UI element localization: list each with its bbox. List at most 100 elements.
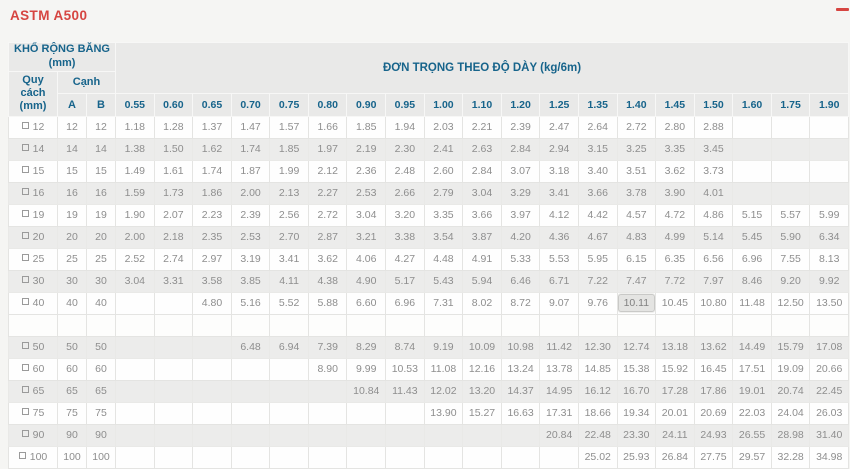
weight-cell: 1.94 <box>385 115 425 139</box>
weight-cell <box>269 423 309 447</box>
weight-cell: 4.80 <box>192 291 232 315</box>
edge-b-value: 25 <box>85 247 117 271</box>
empty-cell <box>732 313 772 337</box>
weight-cell: 1.74 <box>192 159 232 183</box>
weight-cell <box>115 291 155 315</box>
weight-cell <box>153 291 194 315</box>
table-row: 20 20 20 2.00 2.18 2.35 2.53 2.70 2.87 3.21 3.38 3.… <box>8 225 849 249</box>
weight-cell: 2.39 <box>500 115 541 139</box>
weight-cell <box>192 445 232 469</box>
weight-cell: 26.55 <box>732 423 772 447</box>
weight-cell: 2.12 <box>307 159 348 183</box>
thickness-col-header: 1.75 <box>770 92 811 117</box>
weight-cell <box>153 379 194 403</box>
row-label: 12 <box>8 115 58 139</box>
weight-cell: 1.28 <box>153 115 194 139</box>
edge-b-value: 90 <box>85 423 117 447</box>
weight-cell: 2.52 <box>115 247 155 271</box>
weight-cell[interactable]: 10.11 <box>616 291 657 315</box>
weight-cell: 2.70 <box>269 225 309 249</box>
highlighted-cell[interactable]: 10.11 <box>618 294 655 312</box>
weight-cell: 8.74 <box>385 335 425 359</box>
weight-cell: 3.41 <box>269 247 309 271</box>
weight-cell: 3.97 <box>500 203 541 227</box>
weight-cell: 11.48 <box>732 291 772 315</box>
weight-cell: 5.90 <box>770 225 811 249</box>
edge-a-value: 40 <box>57 291 87 315</box>
weight-cell: 6.56 <box>693 247 734 271</box>
weight-cell: 15.79 <box>770 335 811 359</box>
empty-cell <box>693 313 734 337</box>
weight-cell: 1.97 <box>307 137 348 161</box>
weight-cell: 19.34 <box>616 401 657 425</box>
weight-cell <box>307 423 348 447</box>
table-row: 40 40 40 4.80 5.16 5.52 5.88 6.60 6.96 7.31 8.02 8.… <box>8 291 849 315</box>
thickness-col-header: 1.35 <box>577 92 618 117</box>
table-row: 90 90 90 20.84 22.48 23.30 24.11 24.93 26.55 28.9… <box>8 423 849 447</box>
weight-cell: 22.45 <box>809 379 849 403</box>
weight-cell <box>230 445 271 469</box>
weight-cell: 5.99 <box>809 203 849 227</box>
weight-cell: 2.74 <box>153 247 194 271</box>
collapse-minus-icon[interactable] <box>836 8 849 11</box>
weight-cell: 10.80 <box>693 291 734 315</box>
row-size-label: 65 <box>32 385 45 397</box>
weight-cell: 9.92 <box>809 269 849 293</box>
weight-cell: 2.53 <box>230 225 271 249</box>
weight-cell: 2.48 <box>385 159 425 183</box>
weight-cell: 2.88 <box>693 115 734 139</box>
row-size-label: 50 <box>32 341 45 353</box>
row-label: 100 <box>8 445 58 469</box>
weight-cell: 4.11 <box>269 269 309 293</box>
row-size-label: 15 <box>32 165 45 177</box>
weight-cell: 1.59 <box>115 181 155 205</box>
weight-cell: 2.60 <box>423 159 464 183</box>
weight-cell: 6.15 <box>616 247 657 271</box>
section-header: ASTM A500 <box>10 7 87 25</box>
edge-a-value: 100 <box>57 445 87 469</box>
weight-cell <box>423 445 464 469</box>
weight-cell: 2.84 <box>500 137 541 161</box>
weight-cell <box>500 445 541 469</box>
weight-cell: 5.17 <box>385 269 425 293</box>
edge-b-value: 16 <box>85 181 117 205</box>
weight-cell: 5.45 <box>732 225 772 249</box>
weight-cell: 3.19 <box>230 247 271 271</box>
edge-a-value: 30 <box>57 269 87 293</box>
edge-b-value: 40 <box>85 291 117 315</box>
row-size-label: 40 <box>32 297 45 309</box>
edge-a-value: 20 <box>57 225 87 249</box>
thickness-col-header: 1.20 <box>500 92 541 117</box>
weight-cell: 3.45 <box>693 137 734 161</box>
row-size-label: 30 <box>32 275 45 287</box>
empty-cell <box>385 313 425 337</box>
empty-cell <box>153 313 194 337</box>
weight-cell: 20.69 <box>693 401 734 425</box>
edge-a-value: 60 <box>57 357 87 381</box>
thickness-col-header: 1.10 <box>462 92 502 117</box>
weight-cell: 1.62 <box>192 137 232 161</box>
edge-b-value: 75 <box>85 401 117 425</box>
weight-cell: 20.74 <box>770 379 811 403</box>
weight-cell: 10.09 <box>462 335 502 359</box>
row-size-label: 90 <box>32 429 45 441</box>
weight-cell: 6.48 <box>230 335 271 359</box>
row-size-label: 12 <box>32 121 45 133</box>
weight-cell: 4.27 <box>385 247 425 271</box>
weight-table: KHỔ RỘNG BĂNG (mm) ĐƠN TRỌNG THEO ĐỘ DÀY… <box>7 42 849 469</box>
row-size-label: 75 <box>32 407 45 419</box>
weight-cell: 2.63 <box>462 137 502 161</box>
thickness-col-header: 0.70 <box>230 92 271 117</box>
thickness-col-header: 1.25 <box>539 92 579 117</box>
weight-cell: 2.64 <box>577 115 618 139</box>
edge-b-value: 50 <box>85 335 117 359</box>
table-row: 16 16 16 1.59 1.73 1.86 2.00 2.13 2.27 2.53 2.66 2.… <box>8 181 849 205</box>
weight-cell: 3.54 <box>423 225 464 249</box>
empty-cell <box>269 313 309 337</box>
square-section-icon <box>21 386 29 393</box>
edge-b-value: 60 <box>85 357 117 381</box>
row-label: 90 <box>8 423 58 447</box>
weight-cell: 25.93 <box>616 445 657 469</box>
weight-cell <box>809 159 849 183</box>
weight-cell: 12.30 <box>577 335 618 359</box>
